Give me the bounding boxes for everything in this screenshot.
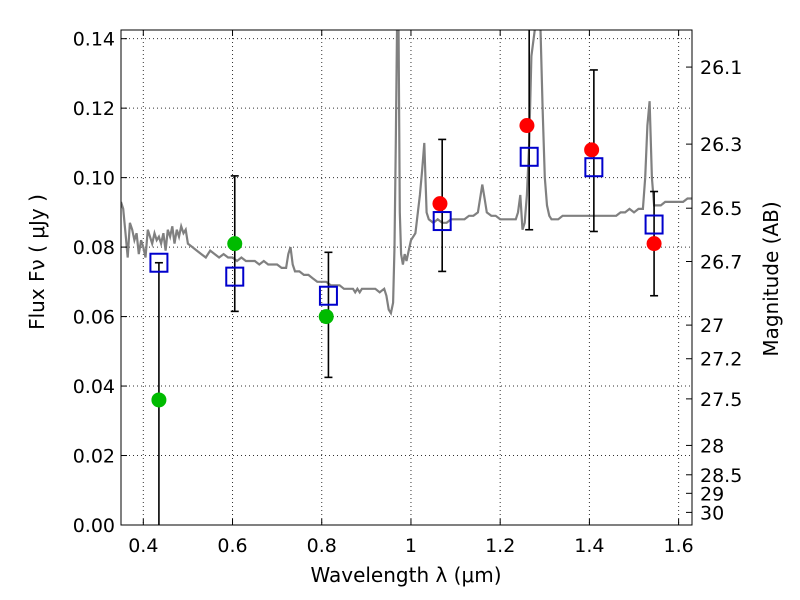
mag-tick-label: 28.5 — [700, 465, 742, 487]
model-point — [432, 211, 452, 232]
y-tick-label: 0.06 — [73, 307, 115, 329]
data-point — [227, 236, 243, 252]
x-tick-label: 0.4 — [128, 535, 158, 557]
mag-tick-label: 26.1 — [700, 57, 742, 79]
data-point — [646, 236, 662, 252]
model-point — [149, 252, 169, 273]
model-point — [318, 285, 338, 306]
y-tick-label: 0.04 — [73, 376, 115, 398]
y-tick-label: 0.10 — [73, 168, 115, 190]
grid — [121, 30, 692, 526]
x-tick-label: 1.4 — [574, 535, 604, 557]
data-point — [318, 309, 334, 325]
model-point — [519, 146, 539, 167]
ticks: 0.4 0.6 0.8 1 1.2 1.4 1.6 0.00 0.02 0.04 0.06 0.08 0… — [73, 29, 743, 557]
mag-tick-label: 26.3 — [700, 134, 742, 156]
y-axis-label: Flux Fν ( μJy ) — [25, 194, 49, 330]
x-axis-label: Wavelength λ (μm) — [310, 563, 501, 587]
y-tick-label: 0.00 — [73, 515, 115, 537]
data-point — [432, 196, 448, 212]
model-point — [584, 157, 604, 178]
right-axis-label: Magnitude (AB) — [759, 201, 783, 356]
x-tick-label: 1.6 — [664, 535, 694, 557]
data-point — [151, 392, 167, 408]
spectrum-line — [121, 30, 692, 316]
mag-tick-label: 27.5 — [700, 389, 742, 411]
model-point — [644, 214, 664, 235]
spectrum-layer — [121, 30, 692, 316]
markers — [149, 118, 664, 408]
mag-tick-label: 27.2 — [700, 349, 742, 371]
x-tick-label: 0.6 — [217, 535, 247, 557]
mag-tick-label: 28 — [700, 435, 724, 457]
y-tick-label: 0.14 — [73, 29, 115, 51]
x-tick-label: 1.2 — [485, 535, 515, 557]
y-tick-label: 0.02 — [73, 446, 115, 468]
error-bars — [154, 30, 659, 525]
x-tick-label: 0.8 — [307, 535, 337, 557]
mag-tick-label: 26.7 — [700, 251, 742, 273]
mag-tick-label: 29 — [700, 483, 724, 505]
y-tick-label: 0.08 — [73, 237, 115, 259]
mag-tick-label: 30 — [700, 502, 724, 524]
plot-frame — [120, 29, 693, 526]
mag-tick-label: 27 — [700, 315, 724, 337]
data-point — [519, 118, 535, 134]
mag-tick-label: 26.5 — [700, 198, 742, 220]
x-tick-label: 1 — [405, 535, 417, 557]
y-tick-label: 0.12 — [73, 98, 115, 120]
model-point — [225, 266, 245, 287]
data-point — [584, 142, 600, 158]
